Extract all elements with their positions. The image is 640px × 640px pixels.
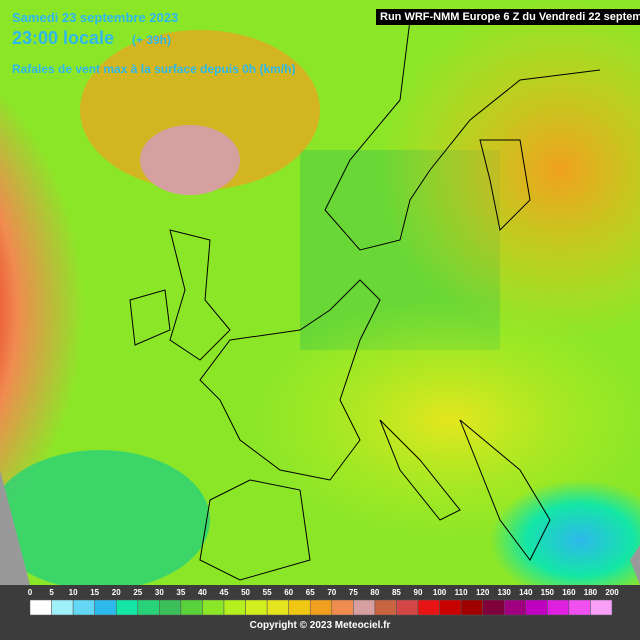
legend-label: 90 (414, 588, 423, 597)
legend-label: 35 (176, 588, 185, 597)
legend-swatch (94, 599, 117, 616)
legend-label: 120 (476, 588, 490, 597)
legend-swatch (396, 599, 419, 616)
legend: 0 5 10 15 20 25 30 35 40 45 50 55 60 65 70 75 80 85 90 100 1… (28, 588, 619, 616)
legend-swatch (29, 599, 52, 616)
legend-label: 30 (155, 588, 164, 597)
legend-swatch (331, 599, 354, 616)
parameter: Rafales de vent max à la surface depuis … (12, 62, 296, 76)
legend-swatch (159, 599, 182, 616)
field (0, 450, 210, 590)
legend-label: 0 (28, 588, 33, 597)
legend-label: 200 (605, 588, 619, 597)
field (490, 480, 640, 600)
legend-swatch (503, 599, 527, 616)
date: Samedi 23 septembre 2023 (12, 10, 179, 25)
outside-domain (630, 545, 640, 585)
coastlines (129, 19, 601, 581)
legend-swatch (460, 599, 483, 616)
copyright: Copyright © 2023 Meteociel.fr (249, 620, 391, 631)
legend-label: 50 (241, 588, 250, 597)
legend-swatch (590, 599, 613, 616)
legend-swatch (51, 599, 74, 616)
legend-label: 150 (541, 588, 555, 597)
legend-label: 70 (327, 588, 336, 597)
legend-label: 110 (455, 588, 468, 597)
legend-label: 75 (349, 588, 358, 597)
legend-swatch (288, 599, 311, 616)
legend-swatch (245, 599, 268, 616)
legend-label: 130 (498, 588, 512, 597)
legend-swatch (482, 599, 505, 616)
legend-swatch (374, 599, 397, 616)
legend-swatch (417, 599, 440, 616)
legend-swatch (266, 599, 289, 616)
legend-swatch (439, 599, 462, 616)
legend-label: 10 (69, 588, 78, 597)
legend-label: 45 (220, 588, 229, 597)
legend-swatch (137, 599, 160, 616)
legend-label: 85 (392, 588, 401, 597)
field (250, 300, 640, 540)
legend-label: 15 (90, 588, 99, 597)
legend-label: 5 (49, 588, 54, 597)
legend-label: 25 (133, 588, 142, 597)
lead-time: (+ 39h) (132, 33, 172, 47)
time: 23:00 locale (12, 28, 115, 48)
legend-swatch (353, 599, 376, 616)
legend-label: 20 (112, 588, 121, 597)
legend-swatch (547, 599, 570, 616)
run-info: Run WRF-NMM Europe 6 Z du Vendredi 22 se… (376, 9, 640, 25)
legend-swatch (525, 599, 548, 616)
legend-label: 160 (562, 588, 576, 597)
field (380, 0, 640, 340)
legend-swatch (223, 599, 246, 616)
legend-swatch (72, 599, 95, 616)
legend-label: 100 (433, 588, 447, 597)
legend-swatch (202, 599, 225, 616)
legend-swatch (309, 599, 333, 616)
legend-label: 65 (306, 588, 315, 597)
legend-swatch (180, 599, 203, 616)
legend-label: 60 (284, 588, 293, 597)
outside-domain (0, 470, 30, 585)
legend-label: 180 (584, 588, 598, 597)
legend-label: 80 (370, 588, 379, 597)
legend-swatch (568, 599, 591, 616)
legend-label: 40 (198, 588, 207, 597)
legend-swatch (115, 599, 139, 616)
storm (0, 60, 260, 560)
legend-label: 140 (519, 588, 533, 597)
legend-label: 55 (263, 588, 272, 597)
